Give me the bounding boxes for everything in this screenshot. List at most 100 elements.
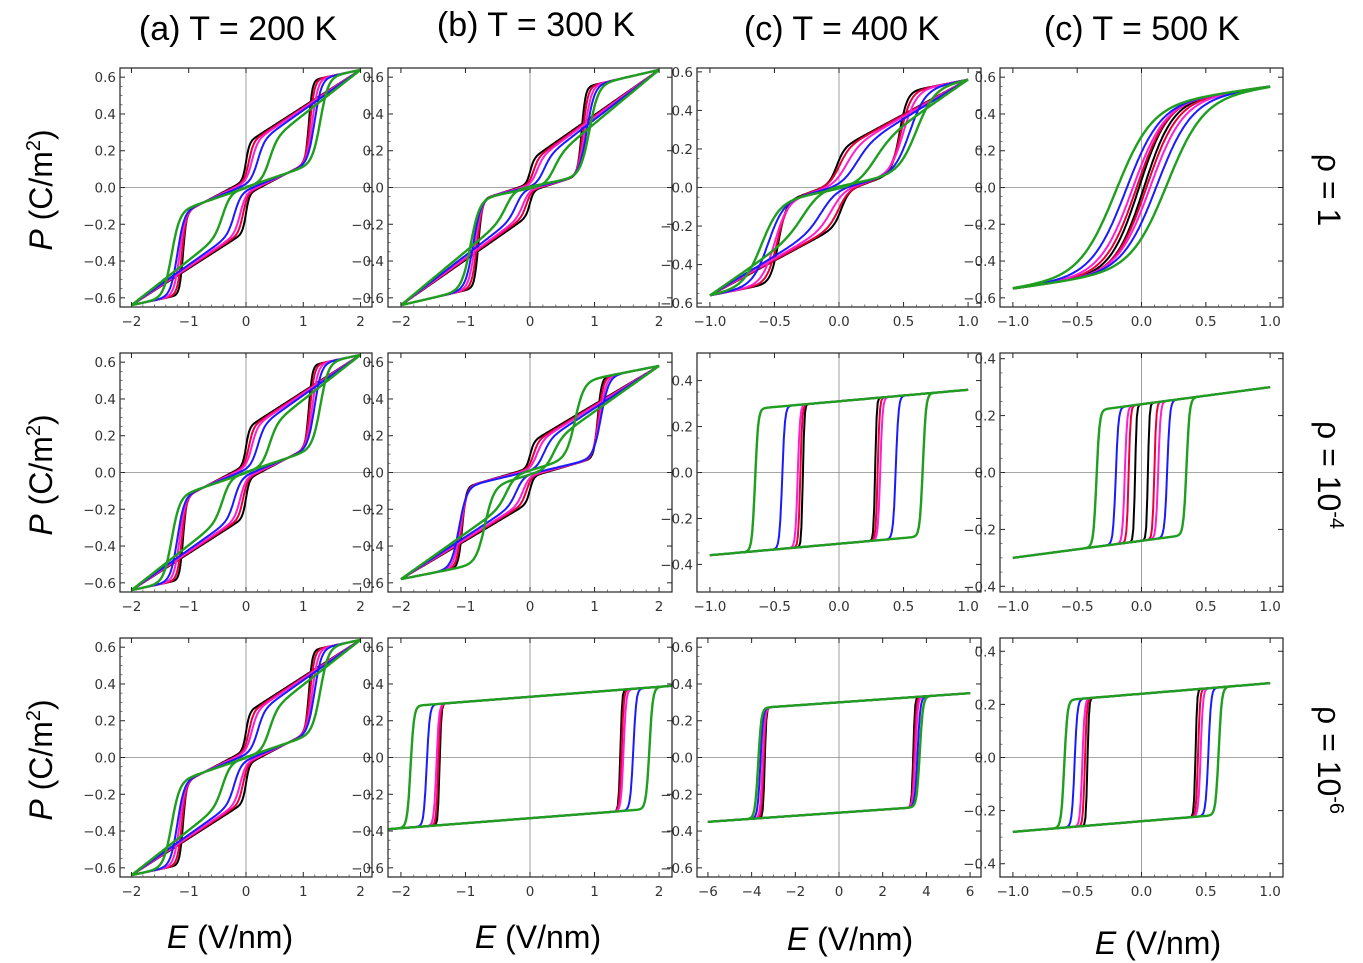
panel-row2-col1: −2 −1 0 1 2 −0.6 −0.4 −0.2 0.0 0.2 0.4 0.6: [83, 352, 373, 615]
x-tick-label: 1.0: [957, 599, 978, 615]
y-tick-label: −0.2: [83, 502, 116, 518]
svg-text:P (C/m2): P (C/m2): [23, 699, 59, 820]
x-axis-title-4: E (V/nm): [1095, 925, 1221, 961]
y-tick-label: −0.4: [351, 539, 384, 555]
row-label-3: ρ = 10-6: [1311, 706, 1347, 814]
svg-text:P (C/m2): P (C/m2): [23, 129, 59, 250]
y-tick-label: 0.2: [363, 429, 384, 445]
y-tick-label: −0.2: [351, 217, 384, 233]
series-magenta: [130, 638, 362, 877]
y-tick-label: −0.2: [963, 522, 996, 538]
x-tick-label: 1.0: [957, 314, 978, 330]
y-tick-label: −0.4: [660, 824, 693, 840]
panel-row3-col2: −2 −1 0 1 2 −0.6 −0.4 −0.2 0.0 0.2 0.4 0.6: [351, 637, 673, 900]
x-tick-label: −1: [179, 314, 199, 330]
y-tick-label: 0.4: [672, 103, 693, 119]
series-blue: [130, 353, 362, 592]
series-blue: [130, 68, 362, 307]
x-tick-label: 0: [526, 599, 535, 615]
x-tick-label: 6: [966, 884, 975, 900]
y-title-italic: P: [23, 514, 59, 536]
series-green: [130, 353, 362, 592]
series-green: [709, 388, 969, 557]
x-tick-label: −1: [179, 599, 199, 615]
y-tick-label: −0.4: [83, 824, 116, 840]
y-tick-label: 0.6: [672, 65, 693, 81]
x-tick-label: 0.0: [1131, 314, 1152, 330]
x-title-rest: (V/nm): [496, 919, 601, 955]
row-label-2: ρ = 10-4: [1311, 421, 1347, 529]
y-tick-label: −0.6: [660, 296, 693, 312]
x-tick-label: 1.0: [1259, 314, 1280, 330]
y-tick-label: −0.6: [83, 291, 116, 307]
y-tick-label: 0.6: [95, 640, 116, 656]
curves: [400, 68, 660, 307]
y-tick-label: 0.4: [363, 677, 384, 693]
y-tick-label: −0.2: [963, 804, 996, 820]
curves: [1012, 385, 1271, 560]
y-tick-label: 0.0: [672, 181, 693, 197]
y-axis-title-row3: P (C/m2): [23, 699, 59, 820]
series-magenta: [709, 78, 969, 297]
y-tick-label: 0.0: [672, 466, 693, 482]
y-tick-label: 0.6: [363, 355, 384, 371]
x-tick-label: −2: [391, 314, 411, 330]
x-tick-label: −1: [456, 314, 476, 330]
svg-text:ρ = 10-4: ρ = 10-4: [1311, 421, 1347, 529]
x-tick-label: −1.0: [694, 314, 727, 330]
y-title-sup: 2: [23, 425, 45, 436]
x-tick-label: 0: [242, 884, 251, 900]
x-tick-label: −6: [698, 884, 718, 900]
curves: [709, 388, 969, 557]
x-title-italic: E: [475, 919, 497, 955]
y-tick-label: 0.0: [95, 751, 116, 767]
y-title-rest: (C/m: [23, 151, 59, 229]
y-tick-label: 0.4: [975, 644, 996, 660]
svg-text:ρ = 1: ρ = 1: [1311, 154, 1347, 226]
y-tick-label: 0.2: [95, 429, 116, 445]
series-green: [707, 692, 971, 823]
x-tick-label: 1: [299, 599, 308, 615]
x-axis-title-2: E (V/nm): [475, 919, 601, 955]
y-tick-label: 0.4: [363, 392, 384, 408]
y-tick-label: −0.2: [660, 511, 693, 527]
x-tick-label: 0: [526, 884, 535, 900]
y-tick-label: 0.2: [95, 144, 116, 160]
row-label-sup: -4: [1325, 511, 1347, 529]
x-tick-label: 1.0: [1259, 884, 1280, 900]
x-title-rest: (V/nm): [1116, 925, 1221, 961]
x-tick-label: −4: [742, 884, 762, 900]
y-title-sup: 2: [23, 710, 45, 721]
y-tick-label: 0.2: [95, 714, 116, 730]
x-title-italic: E: [1095, 925, 1117, 961]
svg-text:ρ = 10-6: ρ = 10-6: [1311, 706, 1347, 814]
series-green: [709, 78, 969, 297]
row-label-base: ρ = 10: [1311, 706, 1347, 796]
x-tick-label: 2: [878, 884, 887, 900]
curves: [707, 692, 971, 823]
y-title-end: ): [23, 129, 59, 140]
y-title-italic: P: [23, 799, 59, 821]
x-title-rest: (V/nm): [188, 919, 293, 955]
x-tick-label: −2: [122, 314, 142, 330]
y-tick-label: −0.4: [963, 857, 996, 873]
x-tick-label: 2: [356, 884, 365, 900]
y-tick-label: 0.6: [975, 70, 996, 86]
x-tick-label: 1: [590, 599, 599, 615]
row-label-sup: -6: [1325, 796, 1347, 814]
y-tick-label: −0.6: [660, 861, 693, 877]
y-tick-label: 0.6: [363, 640, 384, 656]
series-green: [1012, 681, 1271, 834]
x-tick-label: −0.5: [1061, 314, 1094, 330]
y-tick-label: 0.4: [975, 352, 996, 368]
y-tick-label: −0.4: [963, 579, 996, 595]
y-tick-label: 0.6: [363, 70, 384, 86]
x-tick-label: 1: [590, 314, 599, 330]
x-tick-label: 0.0: [828, 314, 849, 330]
y-axis-title-row1: P (C/m2): [23, 129, 59, 250]
panel-row2-col4: −1.0 −0.5 0.0 0.5 1.0 −0.4 −0.2 0.0 0.2 0.4: [963, 352, 1284, 615]
y-tick-label: 0.0: [975, 466, 996, 482]
x-tick-label: −1: [456, 884, 476, 900]
y-tick-label: 0.0: [363, 751, 384, 767]
